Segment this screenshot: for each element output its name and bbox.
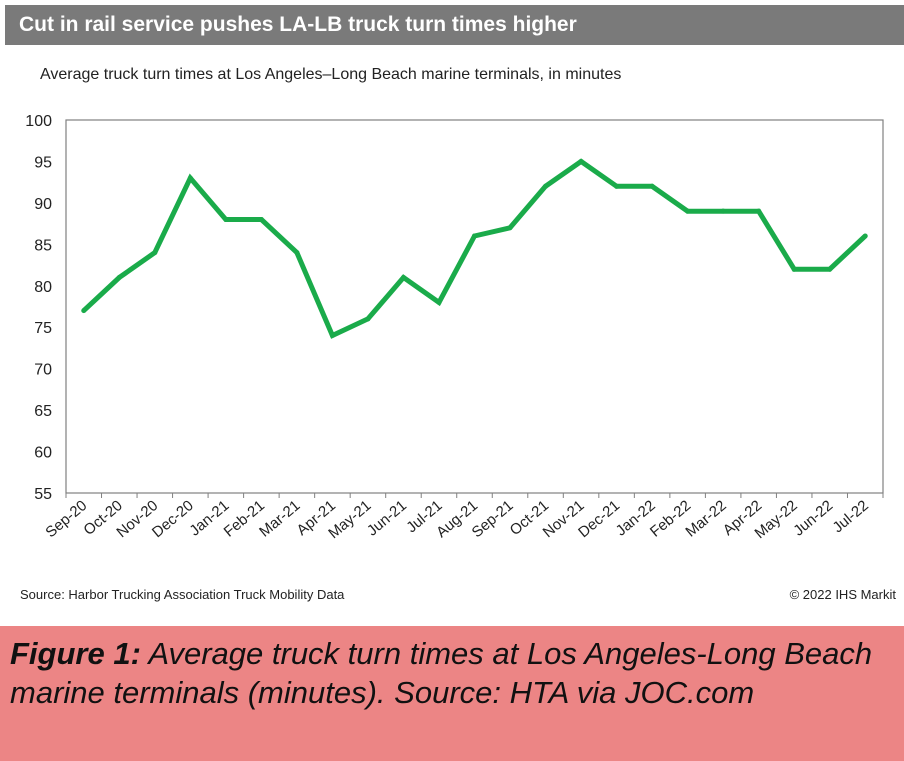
x-tick-label: Mar-22 — [682, 497, 729, 541]
y-tick-label: 100 — [25, 113, 52, 130]
data-point — [862, 233, 868, 239]
figure-caption-text: Average truck turn times at Los Angeles-… — [10, 636, 873, 710]
data-point — [720, 208, 726, 214]
y-tick-label: 65 — [34, 403, 52, 420]
x-tick-label: Dec-20 — [149, 497, 197, 541]
x-tick-label: Mar-21 — [256, 497, 303, 541]
header-bar: Cut in rail service pushes LA-LB truck t… — [5, 5, 904, 45]
x-tick-label: Jun-21 — [364, 497, 410, 540]
y-tick-label: 90 — [34, 196, 52, 213]
chart-subtitle: Average truck turn times at Los Angeles–… — [40, 66, 622, 83]
copyright-note: © 2022 IHS Markit — [789, 587, 896, 602]
chart-header-title: Cut in rail service pushes LA-LB truck t… — [19, 13, 577, 36]
data-point — [614, 183, 620, 189]
x-tick-label: Jun-22 — [790, 497, 836, 540]
figure-caption: Figure 1: Average truck turn times at Lo… — [10, 634, 890, 712]
plot-area-frame — [65, 119, 884, 494]
data-point — [472, 233, 477, 239]
figure-caption-label: Figure 1: — [10, 636, 141, 671]
data-point — [365, 316, 371, 322]
y-tick-label: 85 — [34, 237, 52, 254]
data-point — [827, 266, 833, 272]
data-point — [791, 266, 797, 272]
data-point — [543, 183, 549, 189]
x-tick-label: Sep-20 — [42, 497, 90, 541]
series-line-turn-times — [82, 158, 867, 339]
x-tick-label: Dec-21 — [575, 497, 623, 541]
y-tick-label: 60 — [34, 445, 52, 462]
data-point — [329, 333, 335, 339]
data-point — [400, 274, 406, 280]
data-point — [507, 225, 513, 231]
data-point — [578, 158, 584, 164]
data-point — [258, 216, 264, 222]
y-tick-label: 80 — [34, 279, 52, 296]
data-point — [649, 183, 655, 189]
line-chart: 556065707580859095100Sep-20Oct-20Nov-20D… — [25, 113, 884, 542]
source-note: Source: Harbor Trucking Association Truc… — [20, 587, 345, 602]
data-point — [294, 250, 300, 256]
y-tick-label: 55 — [34, 486, 52, 503]
y-tick-label: 75 — [34, 320, 52, 337]
data-point — [756, 208, 762, 214]
x-tick-label: Jul-22 — [830, 497, 872, 536]
figure-caption-box: Figure 1: Average truck turn times at Lo… — [0, 626, 904, 761]
data-point — [81, 308, 87, 314]
x-tick-label: Sep-21 — [469, 497, 517, 541]
data-point — [223, 216, 229, 222]
data-point — [685, 208, 691, 214]
data-point — [116, 274, 122, 280]
data-point — [187, 175, 193, 181]
y-tick-label: 70 — [34, 362, 52, 379]
y-tick-label: 95 — [34, 154, 52, 171]
data-point — [436, 299, 442, 305]
data-point — [152, 250, 158, 256]
